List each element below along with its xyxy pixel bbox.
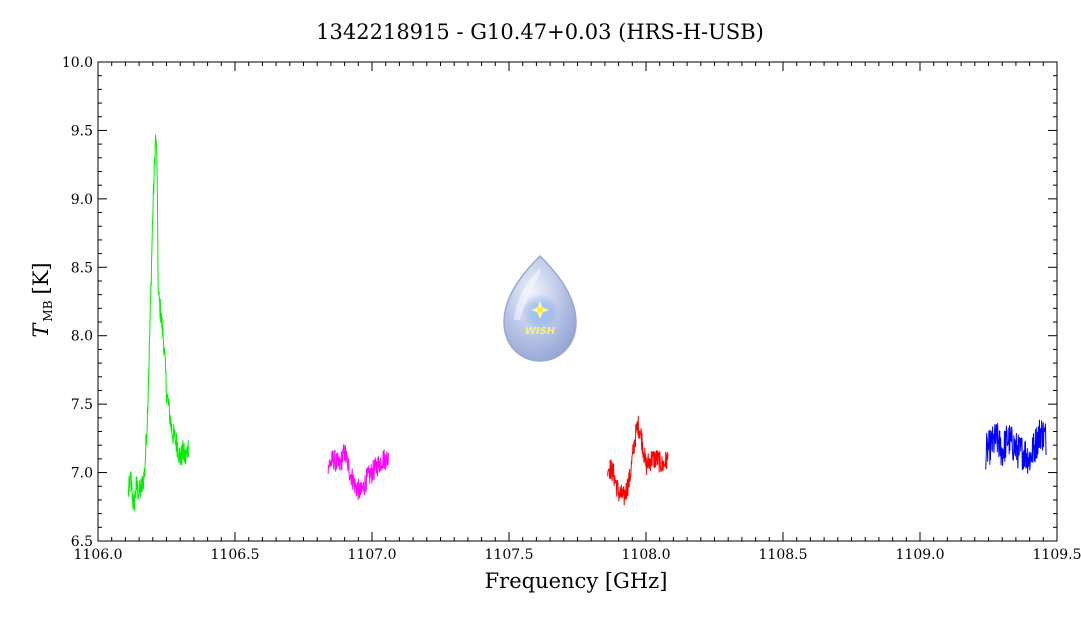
- y-tick-label: 7.0: [71, 466, 93, 482]
- y-axis-label-sub: MB: [41, 300, 55, 321]
- y-tick-label: 10.0: [62, 55, 93, 71]
- svg-text:TMB[K]: TMB [K]: [29, 262, 55, 337]
- series-line-4: [985, 419, 1047, 474]
- y-tick-label: 7.5: [71, 397, 93, 413]
- x-axis-label: Frequency [GHz]: [485, 569, 668, 593]
- wish-logo-icon: WISH: [503, 254, 577, 362]
- y-tick-label: 8.5: [71, 260, 93, 276]
- x-tick-labels: 1106.0 1106.5 1107.0 1107.5 1108.0 1108.5 1109…: [74, 547, 1081, 563]
- x-tick-label: 1107.0: [348, 547, 397, 563]
- x-tick-label: 1108.5: [759, 547, 808, 563]
- y-tick-label: 8.0: [71, 329, 93, 345]
- y-axis-label: TMB [K]: [29, 262, 55, 337]
- series-line-1: [127, 134, 189, 512]
- y-tick-label: 9.0: [71, 192, 93, 208]
- x-tick-label: 1106.5: [211, 547, 260, 563]
- x-tick-label: 1109.5: [1033, 547, 1081, 563]
- series-layer: [127, 134, 1047, 512]
- chart-title: 1342218915 - G10.47+0.03 (HRS-H-USB): [316, 20, 764, 44]
- series-line-2: [327, 444, 389, 500]
- y-tick-labels: 6.5 7.0 7.5 8.0 8.5 9.0 9.5 10.0: [62, 55, 93, 550]
- y-axis-label-main: T: [29, 322, 53, 338]
- plot-area: [97, 61, 1058, 542]
- x-tick-label: 1107.5: [485, 547, 534, 563]
- y-tick-label: 6.5: [71, 534, 93, 550]
- y-tick-label: 9.5: [71, 123, 93, 139]
- axis-ticks: [97, 61, 1058, 542]
- wish-logo-text: WISH: [525, 326, 556, 337]
- plot-frame: [97, 61, 1058, 542]
- x-tick-label: 1109.0: [896, 547, 945, 563]
- series-line-3: [607, 415, 669, 506]
- x-tick-label: 1106.0: [74, 547, 123, 563]
- x-tick-label: 1108.0: [622, 547, 671, 563]
- y-axis-label-unit: [K]: [29, 262, 53, 294]
